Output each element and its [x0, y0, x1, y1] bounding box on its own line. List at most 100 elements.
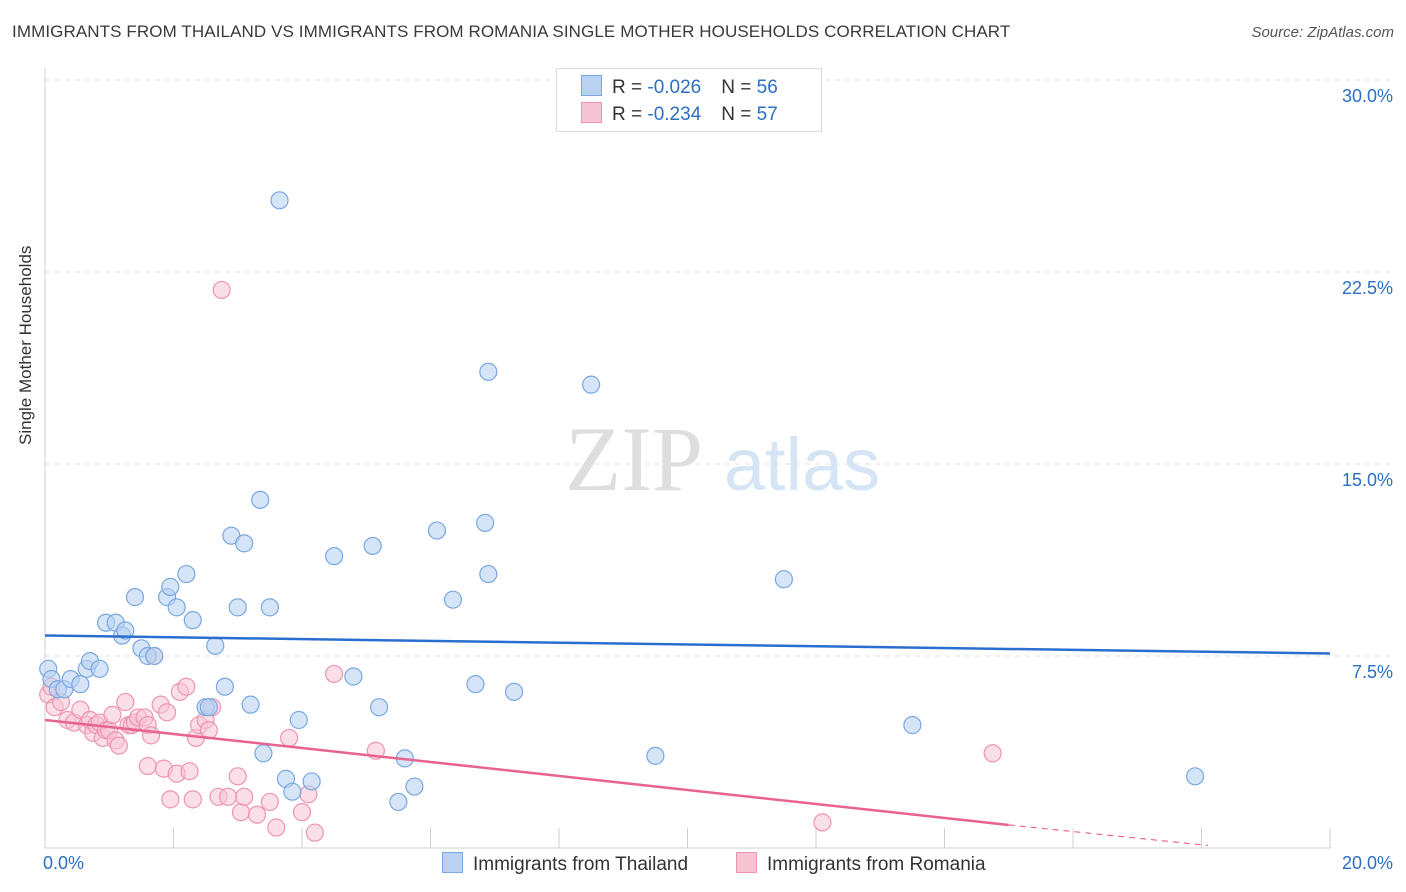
romania-point: [157, 703, 177, 722]
thailand-point: [283, 782, 302, 801]
thailand-point: [476, 513, 495, 532]
legend-row-romania: R = -0.234 N = 57: [581, 102, 778, 128]
thailand-point: [903, 716, 922, 735]
thailand-point: [289, 710, 308, 730]
romania-legend-swatch: [736, 852, 757, 873]
romania-point: [116, 692, 135, 712]
romania-point: [267, 818, 286, 837]
axes: [44, 68, 1331, 849]
romania-point: [138, 756, 157, 776]
thailand-point: [479, 564, 498, 584]
thailand-point: [167, 598, 186, 617]
romania-point: [141, 726, 161, 745]
y-axis-title: Single Mother Households: [16, 245, 35, 445]
thailand-point: [90, 659, 109, 678]
thailand-trend-line: [44, 634, 1331, 655]
legend-r-value: -0.234: [647, 104, 702, 125]
trend-lines: [44, 634, 1331, 847]
x-tick-label: 0.0%: [43, 853, 84, 873]
thailand-swatch: [581, 75, 602, 96]
romania-point: [228, 767, 247, 786]
thailand-point: [206, 636, 225, 655]
correlation-legend: R = -0.026 N = 56 R = -0.234 N = 57: [556, 68, 822, 132]
thailand-point: [504, 682, 524, 701]
legend-r-label: R =: [612, 77, 648, 98]
watermark-atlas: atlas: [724, 423, 880, 506]
romania-point: [212, 280, 231, 300]
thailand-point: [270, 191, 289, 210]
thailand-point: [344, 667, 363, 686]
romania-point: [325, 664, 344, 684]
legend-n-label: N =: [721, 77, 757, 98]
series-romania-points: [39, 280, 1002, 842]
thailand-point: [427, 521, 447, 540]
thailand-legend-swatch: [442, 852, 463, 873]
thailand-point: [302, 772, 321, 791]
bottom-legend-thailand: Immigrants from Thailand: [442, 852, 688, 876]
tick-labels: 7.5% 15.0% 22.5% 30.0% 0.0% 20.0%: [43, 86, 1393, 873]
source-label: Source: ZipAtlas.com: [1251, 24, 1394, 41]
thailand-point: [235, 534, 254, 553]
thailand-point: [241, 695, 260, 714]
thailand-point: [582, 375, 601, 394]
y-tick-label: 15.0%: [1342, 470, 1393, 490]
thailand-point: [405, 777, 424, 796]
thailand-point: [260, 598, 279, 617]
romania-point: [292, 803, 312, 822]
romania-point: [813, 813, 832, 832]
romania-swatch: [581, 102, 602, 123]
romania-point: [183, 790, 202, 809]
legend-r-label: R =: [612, 104, 648, 125]
thailand-point: [183, 611, 202, 630]
thailand-point: [363, 536, 382, 556]
thailand-point: [215, 677, 234, 696]
thailand-point: [370, 698, 389, 717]
romania-point: [235, 787, 254, 806]
thailand-point: [251, 490, 270, 509]
romania-point: [219, 787, 238, 806]
romania-point: [231, 803, 251, 822]
romania-point: [260, 792, 279, 812]
romania-point: [247, 805, 267, 824]
thailand-point: [177, 564, 196, 584]
thailand-legend-label: Immigrants from Thailand: [473, 854, 689, 875]
thailand-point: [125, 588, 145, 607]
chart-title: IMMIGRANTS FROM THAILAND VS IMMIGRANTS F…: [12, 22, 1011, 41]
thailand-point: [228, 598, 247, 617]
romania-trend-extension: [1008, 824, 1208, 847]
thailand-point: [254, 744, 273, 763]
romania-point: [177, 677, 196, 696]
thailand-point: [145, 646, 164, 666]
thailand-point: [479, 362, 498, 381]
thailand-point: [1185, 767, 1205, 786]
thailand-point: [646, 746, 665, 765]
thailand-point: [389, 792, 408, 812]
thailand-point: [71, 675, 90, 694]
romania-point: [180, 762, 199, 781]
romania-trend-line: [44, 718, 1009, 827]
watermark: ZIP atlas: [565, 408, 880, 510]
romania-point: [161, 790, 180, 809]
gridlines: [45, 79, 1392, 657]
legend-n-label: N =: [721, 104, 757, 125]
thailand-point: [325, 547, 344, 566]
thailand-point: [443, 590, 463, 609]
thailand-point: [774, 570, 793, 589]
romania-point: [280, 728, 299, 748]
y-tick-label: 30.0%: [1342, 86, 1393, 106]
legend-row-thailand: R = -0.026 N = 56: [581, 75, 778, 101]
bottom-legend-romania: Immigrants from Romania: [736, 852, 986, 876]
legend-n-value: 56: [756, 77, 778, 98]
thailand-point: [466, 675, 485, 694]
watermark-zip: ZIP: [565, 408, 703, 510]
legend-r-value: -0.026: [647, 77, 702, 98]
series-thailand-points: [39, 191, 1205, 812]
legend-n-value: 57: [756, 104, 778, 125]
y-tick-label: 7.5%: [1352, 662, 1393, 682]
thailand-point: [116, 621, 135, 640]
thailand-point: [161, 577, 180, 596]
thailand-point: [199, 698, 218, 717]
romania-point: [103, 705, 122, 724]
x-tick-label: 20.0%: [1342, 853, 1393, 873]
